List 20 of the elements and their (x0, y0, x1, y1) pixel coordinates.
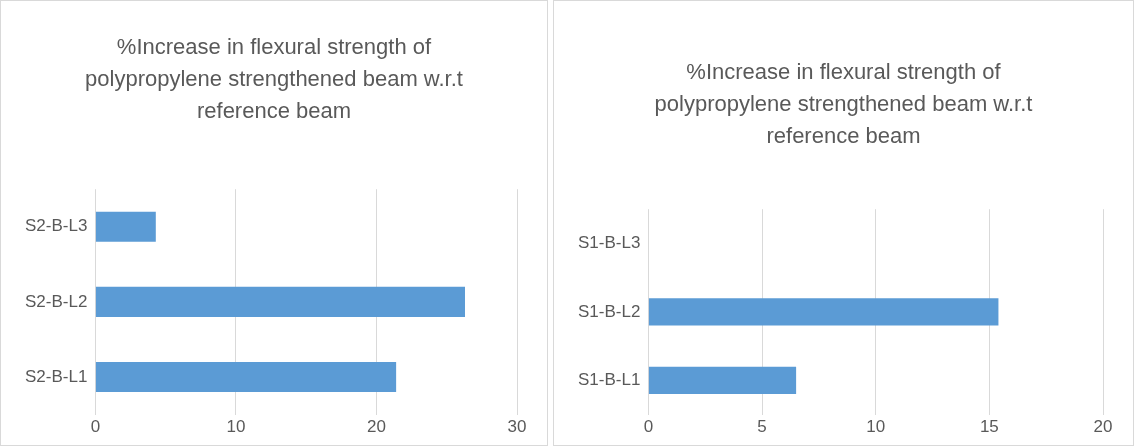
y-tick-label: S2-B-L3 (24, 216, 88, 236)
x-tick-label: 10 (226, 417, 246, 437)
chart-title: %Increase in flexural strength of polypropylene strengthened beam w.r.t reference beam (653, 58, 1034, 150)
x-tick-label: 15 (979, 417, 999, 437)
bar (95, 286, 465, 317)
y-tick-label: S1-B-L2 (577, 301, 641, 321)
y-tick-label: S1-B-L1 (577, 370, 641, 390)
x-tick-label: 0 (643, 417, 654, 437)
y-tick-label: S2-B-L2 (24, 291, 88, 311)
x-tick-label: 10 (866, 417, 886, 437)
x-tick-label: 5 (757, 417, 767, 437)
x-tick-label: 30 (507, 417, 527, 437)
x-tick-label: 20 (366, 417, 386, 437)
x-tick-label: 20 (1093, 417, 1113, 437)
y-tick-label: S2-B-L1 (24, 366, 88, 386)
x-tick-label: 0 (90, 417, 101, 437)
bar (95, 362, 397, 393)
bar (95, 211, 156, 242)
y-tick-label: S1-B-L3 (577, 233, 641, 253)
chart-title: %Increase in flexural strength of polypropylene strengthened beam w.r.t reference beam (84, 33, 464, 125)
